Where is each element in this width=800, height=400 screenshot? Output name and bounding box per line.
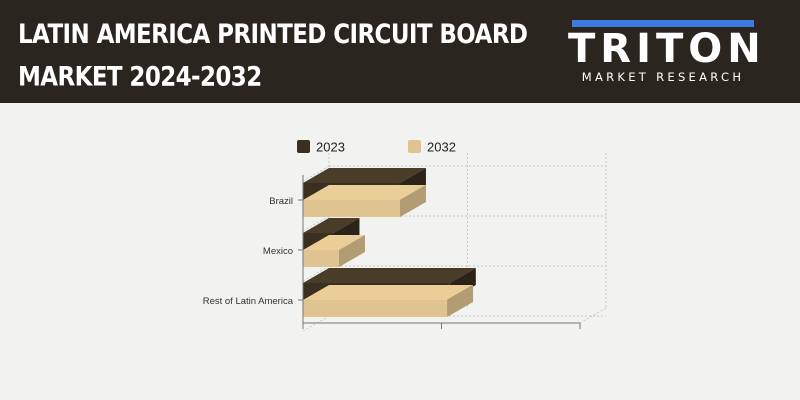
title-line-2: MARKET 2024-2032	[18, 62, 262, 93]
bar-brazil-2032-top	[303, 185, 426, 200]
bar-mexico-2032-side	[339, 235, 366, 267]
category-label-rest-of-latin-america: Rest of Latin America	[203, 296, 294, 307]
legend-swatch-2032	[408, 140, 421, 153]
legend-label-2032: 2032	[427, 140, 456, 155]
bar-brazil-2023-top	[303, 168, 426, 183]
gridline-depth	[302, 215, 330, 232]
gridline-depth	[302, 315, 330, 332]
legend-swatch-2023	[297, 140, 310, 153]
logo-tagline: MARKET RESEARCH	[581, 70, 745, 84]
category-label-brazil: Brazil	[269, 196, 293, 207]
title-line-1: LATIN AMERICA PRINTED CIRCUIT BOARD	[18, 19, 528, 50]
page-title: LATIN AMERICA PRINTED CIRCUIT BOARD MARK…	[18, 14, 538, 99]
bar-mexico-2032-top	[303, 235, 366, 250]
bar-rest-of-latin-america-2032	[303, 300, 448, 317]
floor-edge	[579, 307, 607, 324]
gridline-depth	[302, 165, 330, 182]
gridline-depth	[302, 265, 330, 282]
bar-rest-of-latin-america-2023-top	[303, 268, 476, 283]
bar-brazil-2032-side	[399, 185, 426, 217]
legend-label-2023: 2023	[316, 140, 345, 155]
bar-rest-of-latin-america-2032-top	[303, 285, 474, 300]
bar-mexico-2023-top	[303, 218, 360, 233]
logo-wordmark: TRITON	[568, 26, 766, 72]
category-label-mexico: Mexico	[263, 246, 293, 257]
bar-rest-of-latin-america-2032-side	[447, 285, 474, 317]
triton-logo: TRITON MARKET RESEARCH	[568, 16, 766, 86]
logo-accent-bar	[572, 20, 754, 27]
bar-chart: Brazil Mexico Rest of Latin America 2023 203…	[0, 103, 800, 400]
bar-brazil-2032	[303, 200, 400, 217]
header-banner: LATIN AMERICA PRINTED CIRCUIT BOARD MARK…	[0, 0, 800, 103]
chart-canvas: Brazil Mexico Rest of Latin America 2023 203…	[203, 140, 607, 332]
bar-mexico-2032	[303, 250, 340, 267]
